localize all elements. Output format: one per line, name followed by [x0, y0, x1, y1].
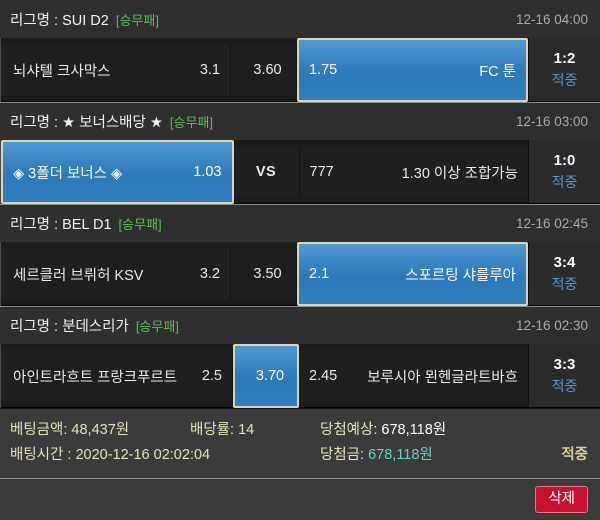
stake-amount: 베팅금액: 48,437원 — [10, 418, 190, 439]
league-header: 리그명 : 분데스리가 [승무패] 12-16 02:30 — [0, 306, 600, 344]
bet-time: 배팅시간 : 2020-12-16 02:02:04 — [10, 443, 320, 464]
league-kickoff-time: 12-16 03:00 — [515, 114, 588, 129]
away-odds-cell[interactable]: 2.1 스포르팅 샤를루아 — [297, 242, 528, 306]
away-team-name: FC 툰 — [479, 63, 516, 80]
match-row: ◈ 3폴더 보너스 ◈ 1.03 VS 777 1.30 이상 조합가능 1:0… — [0, 140, 600, 204]
expect-label: 당첨예상: — [320, 422, 378, 438]
bonus-odds-value: 1.03 — [193, 164, 222, 180]
league-bet-type-tag: [승무패] — [115, 12, 159, 28]
overall-status-badge: 적중 — [561, 447, 588, 463]
league-header-left: 리그명 : ★ 보너스배당 ★ [승무패] — [10, 111, 516, 132]
score-column: 1:0 적중 — [528, 140, 600, 204]
away-odds-cell[interactable]: 2.45 보루시아 묀헨글라트바흐 — [299, 350, 528, 402]
league-header: 리그명 : ★ 보너스배당 ★ [승무패] 12-16 03:00 — [0, 102, 600, 140]
draw-odds-cell[interactable]: 3.60 — [231, 44, 297, 96]
draw-odds-value: 3.70 — [255, 368, 285, 384]
summary-line-bottom: 배팅시간 : 2020-12-16 02:02:04 당첨금: 678,118원… — [10, 443, 588, 468]
league-header-left: 리그명 : SUI D2 [승무패] — [10, 9, 516, 30]
delete-button[interactable]: 삭제 — [535, 485, 588, 514]
league-header-left: 리그명 : 분데스리가 [승무패] — [10, 315, 516, 336]
bet-result-status: 적중 — [551, 174, 578, 190]
league-header-left: 리그명 : BEL D1 [승무패] — [10, 213, 516, 234]
away-team-name: 보루시아 묀헨글라트바흐 — [367, 369, 518, 386]
league-name: 리그명 : SUI D2 — [10, 12, 109, 29]
draw-odds-cell[interactable]: 3.70 — [233, 344, 299, 408]
bet-result-status: 적중 — [551, 378, 578, 394]
league-header: 리그명 : SUI D2 [승무패] 12-16 04:00 — [0, 0, 600, 38]
total-odds: 배당률: 14 — [190, 418, 320, 439]
expected-payout: 당첨예상: 678,118원 — [320, 418, 446, 439]
stake-label: 베팅금액: — [10, 422, 68, 438]
home-team-name: 아인트라흐트 프랑크푸르트 — [13, 369, 178, 386]
bet-time-label: 배팅시간 : — [10, 447, 72, 463]
league-kickoff-time: 12-16 04:00 — [515, 11, 588, 27]
score-column: 3:4 적중 — [528, 242, 600, 306]
home-odds-cell[interactable]: 아인트라흐트 프랑크푸르트 2.5 — [1, 350, 233, 402]
home-odds-value: 3.2 — [199, 266, 220, 282]
league-bet-type-tag: [승무패] — [118, 217, 162, 232]
payout-value: 678,118원 — [368, 447, 433, 463]
draw-odds-cell[interactable]: 3.50 — [231, 248, 297, 300]
expect-value: 678,118원 — [381, 422, 447, 438]
away-odds-value: 2.45 — [309, 368, 338, 384]
actual-payout: 당첨금: 678,118원 — [320, 443, 433, 464]
final-score: 1:2 — [553, 50, 576, 67]
bet-time-value: 2020-12-16 02:02:04 — [75, 447, 211, 463]
final-score: 3:3 — [553, 356, 576, 373]
stake-value: 48,437원 — [71, 422, 130, 438]
away-team-name: 스포르팅 샤를루아 — [405, 267, 516, 284]
home-odds-cell[interactable]: 뇌샤텔 크사막스 3.1 — [1, 44, 231, 96]
summary-line-top: 베팅금액: 48,437원 배당률: 14 당첨예상: 678,118원 — [10, 418, 588, 443]
odds-cells: 뇌샤텔 크사막스 3.1 3.60 1.75 FC 툰 — [1, 38, 528, 102]
odds-cells: 아인트라흐트 프랑크푸르트 2.5 3.70 2.45 보루시아 묀헨글라트바흐 — [1, 344, 528, 408]
away-odds-cell[interactable]: 1.75 FC 툰 — [297, 38, 528, 102]
league-kickoff-time: 12-16 02:45 — [515, 216, 588, 231]
league-name: 리그명 : ★ 보너스배당 ★ — [10, 115, 163, 131]
rate-value: 14 — [238, 422, 255, 438]
bet-result-status: 적중 — [551, 72, 578, 88]
home-team-name: 세르클러 브뤼허 KSV — [13, 267, 144, 284]
away-odds-value: 2.1 — [309, 266, 330, 282]
home-odds-value: 3.1 — [199, 62, 220, 78]
home-odds-value: 2.5 — [201, 368, 222, 384]
final-score: 1:0 — [553, 152, 576, 169]
odds-cells: ◈ 3폴더 보너스 ◈ 1.03 VS 777 1.30 이상 조합가능 — [1, 140, 528, 204]
home-team-name: 뇌샤텔 크사막스 — [13, 63, 111, 80]
action-bar: 삭제 — [0, 478, 600, 520]
home-odds-cell[interactable]: 세르클러 브뤼허 KSV 3.2 — [1, 248, 231, 300]
odds-cells: 세르클러 브뤼허 KSV 3.2 3.50 2.1 스포르팅 샤를루아 — [1, 242, 528, 306]
vs-label: VS — [255, 164, 277, 180]
score-column: 1:2 적중 — [528, 38, 600, 102]
match-row: 아인트라흐트 프랑크푸르트 2.5 3.70 2.45 보루시아 묀헨글라트바흐… — [0, 344, 600, 408]
match-row: 뇌샤텔 크사막스 3.1 3.60 1.75 FC 툰 1:2 적중 — [0, 38, 600, 102]
league-name: 리그명 : BEL D1 — [10, 217, 112, 233]
league-kickoff-time: 12-16 02:30 — [515, 318, 588, 333]
league-bet-type-tag: [승무패] — [169, 115, 213, 130]
draw-odds-value: 3.60 — [253, 62, 282, 78]
bonus-condition-cell[interactable]: 777 1.30 이상 조합가능 — [299, 146, 528, 198]
rate-label: 배당률: — [190, 422, 235, 438]
bonus-condition-text: 1.30 이상 조합가능 — [401, 165, 518, 182]
bonus-odds-cell[interactable]: ◈ 3폴더 보너스 ◈ 1.03 — [1, 140, 234, 204]
vs-separator-cell: VS — [233, 146, 300, 198]
final-score: 3:4 — [553, 254, 576, 271]
bet-result-status: 적중 — [551, 276, 578, 292]
league-name: 리그명 : 분데스리가 — [10, 319, 129, 335]
bonus-label: ◈ 3폴더 보너스 ◈ — [13, 165, 123, 182]
payout-label: 당첨금: — [320, 447, 365, 463]
bet-summary: 베팅금액: 48,437원 배당률: 14 당첨예상: 678,118원 배팅시… — [0, 408, 600, 478]
bonus-condition-code: 777 — [309, 164, 334, 180]
score-column: 3:3 적중 — [528, 344, 600, 408]
away-odds-value: 1.75 — [309, 62, 338, 78]
league-bet-type-tag: [승무패] — [135, 319, 179, 334]
match-row: 세르클러 브뤼허 KSV 3.2 3.50 2.1 스포르팅 샤를루아 3:4 … — [0, 242, 600, 306]
draw-odds-value: 3.50 — [253, 266, 282, 282]
league-header: 리그명 : BEL D1 [승무패] 12-16 02:45 — [0, 204, 600, 242]
